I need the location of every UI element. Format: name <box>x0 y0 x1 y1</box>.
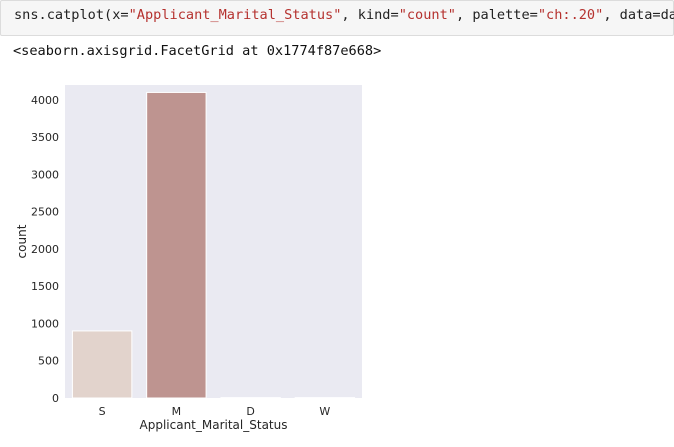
count-plot: 0 500 1000 1500 2000 2500 3000 3500 4000 S M D W Ap… <box>0 75 380 443</box>
x-axis-label: Applicant_Marital_Status <box>140 418 288 432</box>
bar-s <box>72 331 131 398</box>
y-tick-label: 2000 <box>31 243 59 256</box>
x-tick-label: W <box>319 405 330 418</box>
y-tick-label: 1000 <box>31 317 59 330</box>
y-tick-label: 3000 <box>31 168 59 181</box>
code-fn: sns.catplot( <box>14 7 112 23</box>
chart-figure: 0 500 1000 1500 2000 2500 3000 3500 4000 S M D W Ap… <box>0 75 380 443</box>
code-palette-value: "ch:.20" <box>538 7 603 23</box>
y-tick-label: 500 <box>38 355 59 368</box>
code-kind-arg: , kind= <box>341 7 398 23</box>
y-tick-label: 0 <box>52 392 59 405</box>
y-tick-label: 3500 <box>31 131 59 144</box>
cell-output-text: <seaborn.axisgrid.FacetGrid at 0x1774f87… <box>13 43 381 59</box>
bar-m <box>147 92 206 398</box>
code-kind-value: "count" <box>399 7 456 23</box>
y-axis-label: count <box>15 224 29 258</box>
code-palette-arg: , palette= <box>456 7 538 23</box>
code-cell[interactable]: sns.catplot(x="Applicant_Marital_Status"… <box>0 0 674 36</box>
y-tick-label: 1500 <box>31 280 59 293</box>
x-tick-label: M <box>172 405 182 418</box>
y-tick-label: 2500 <box>31 206 59 219</box>
x-tick-label: S <box>99 405 106 418</box>
code-x-arg: x= <box>112 7 128 23</box>
y-tick-label: 4000 <box>31 94 59 107</box>
code-data-arg: , data=data) <box>603 7 674 23</box>
code-x-value: "Applicant_Marital_Status" <box>129 7 342 23</box>
x-tick-label: D <box>246 405 254 418</box>
